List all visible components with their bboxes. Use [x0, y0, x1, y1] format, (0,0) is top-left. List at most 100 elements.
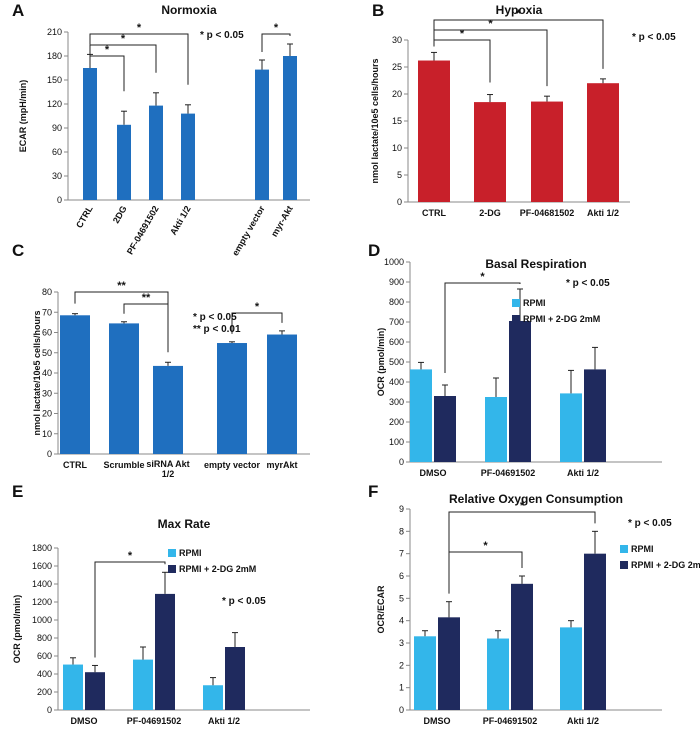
bar-rpmi [410, 369, 432, 462]
bar [531, 101, 563, 202]
x-tick-label: PF-04681502 [520, 208, 575, 218]
x-tick-label: Akti 1/2 [567, 468, 599, 478]
y-tick-label: 800 [37, 633, 52, 643]
y-axis-label: nmol lactate/10e5 cells/hours [32, 310, 42, 435]
y-tick-label: 600 [389, 337, 404, 347]
x-tick-label: myr-Akt [269, 204, 295, 238]
y-tick-label: 1200 [32, 597, 52, 607]
y-tick-label: 150 [47, 75, 62, 85]
y-tick-label: 0 [57, 195, 62, 205]
x-tick-label: CTRL [422, 208, 446, 218]
chart-title: Max Rate [158, 517, 211, 531]
x-tick-label: Akti 1/2 [168, 204, 193, 237]
y-tick-label: 120 [47, 99, 62, 109]
significance-star: * [121, 33, 126, 45]
bar [418, 60, 450, 202]
significance-bracket [448, 511, 596, 592]
p-value-note: * p < 0.05 [632, 32, 676, 43]
panel-letter: D [368, 241, 380, 260]
bar [217, 343, 247, 454]
significance-bracket [89, 33, 189, 85]
y-tick-label: 500 [389, 357, 404, 367]
x-tick-label: DMSO [71, 716, 98, 726]
legend-label: RPMI [179, 548, 202, 558]
y-tick-label: 60 [52, 147, 62, 157]
chart-panel-C: C 0 10 20 30 40 50 60 70 80 nmol lactate/10e5 cell… [12, 241, 310, 479]
panel-letter: C [12, 241, 24, 260]
x-tick-label: PF-04691502 [125, 204, 161, 256]
bar-rpmi [63, 664, 83, 710]
legend-swatch [168, 549, 176, 557]
bar-rpmi [203, 685, 223, 710]
x-tick-label: DMSO [420, 468, 447, 478]
significance-star: * [105, 44, 110, 56]
y-tick-label: 25 [392, 62, 402, 72]
y-axis-label: OCR/ECAR [376, 585, 386, 634]
y-tick-label: 90 [52, 123, 62, 133]
y-tick-label: 15 [392, 116, 402, 126]
significance-star: * [274, 22, 279, 34]
y-tick-label: 900 [389, 277, 404, 287]
bar-rpmi-2dg [584, 369, 606, 462]
x-tick-label: empty vector [230, 204, 267, 258]
y-axis-label: OCR (pmol/min) [376, 328, 386, 397]
chart-panel-B: B Hypoxia 0 5 10 15 20 25 30 nmol lactate/10e5 ce… [370, 1, 676, 218]
chart-panel-F: F Relative Oxygen Consumption 0 1 2 3 4 5 6 7 8 9 OC… [368, 482, 700, 726]
bar-rpmi [560, 393, 582, 462]
y-tick-label: 20 [42, 409, 52, 419]
x-tick-label: empty vector [204, 460, 261, 470]
p-value-note: * p < 0.05 [193, 312, 237, 323]
y-tick-label: 0 [397, 197, 402, 207]
significance-star: ** [142, 292, 151, 304]
p-value-note: * p < 0.05 [628, 518, 672, 529]
bar [117, 124, 131, 200]
bar-rpmi [487, 638, 509, 710]
legend-swatch [168, 565, 176, 573]
panel-letter: E [12, 482, 23, 501]
bar [283, 56, 297, 200]
significance-bracket [94, 561, 166, 658]
y-tick-label: 40 [42, 368, 52, 378]
chart-panel-E: E Max Rate 0 200 400 600 800 1000 1200 1400 1600 18… [12, 482, 310, 726]
chart-panel-A: A Normoxia 0 30 60 90 120 150 180 210 ECAR (mpH/mi… [12, 1, 310, 258]
significance-bracket [444, 282, 521, 373]
y-tick-label: 300 [389, 397, 404, 407]
legend-label: RPMI [523, 298, 546, 308]
y-axis-label: ECAR (mpH/min) [18, 80, 28, 153]
chart-panel-D: D Basal Respiration 0 100 200 300 400 500 600 700… [368, 241, 662, 478]
y-axis-label: nmol lactate/10e5 cells/hours [370, 58, 380, 183]
x-tick-label: Scrumble [103, 460, 144, 470]
bar [60, 315, 90, 454]
p-value-note: * p < 0.05 [222, 596, 266, 607]
bar-rpmi-2dg [511, 583, 533, 710]
x-tick-label: myrAkt [266, 460, 297, 470]
bar-rpmi [414, 636, 436, 710]
bar [255, 69, 269, 200]
y-tick-label: 4 [399, 616, 404, 626]
significance-star: * [520, 500, 525, 512]
p-value-note: * p < 0.05 [566, 278, 610, 289]
y-tick-label: 200 [37, 687, 52, 697]
legend-swatch [620, 545, 628, 553]
y-tick-label: 1 [399, 683, 404, 693]
y-tick-label: 600 [37, 651, 52, 661]
significance-bracket [231, 312, 283, 334]
bar [181, 113, 195, 200]
y-tick-label: 6 [399, 571, 404, 581]
legend-label: RPMI + 2-DG 2mM [179, 564, 256, 574]
x-tick-label: siRNA Akt [146, 459, 189, 469]
y-tick-label: 0 [399, 705, 404, 715]
significance-bracket [433, 19, 604, 69]
y-tick-label: 30 [52, 171, 62, 181]
significance-star: * [460, 28, 465, 40]
bar-rpmi [560, 627, 582, 710]
y-tick-label: 210 [47, 27, 62, 37]
y-tick-label: 50 [42, 348, 52, 358]
y-tick-label: 100 [389, 437, 404, 447]
legend-label: RPMI + 2-DG 2mM [631, 560, 700, 570]
bar [83, 68, 97, 200]
significance-bracket [123, 303, 169, 353]
y-tick-label: 10 [392, 143, 402, 153]
y-tick-label: 5 [397, 170, 402, 180]
